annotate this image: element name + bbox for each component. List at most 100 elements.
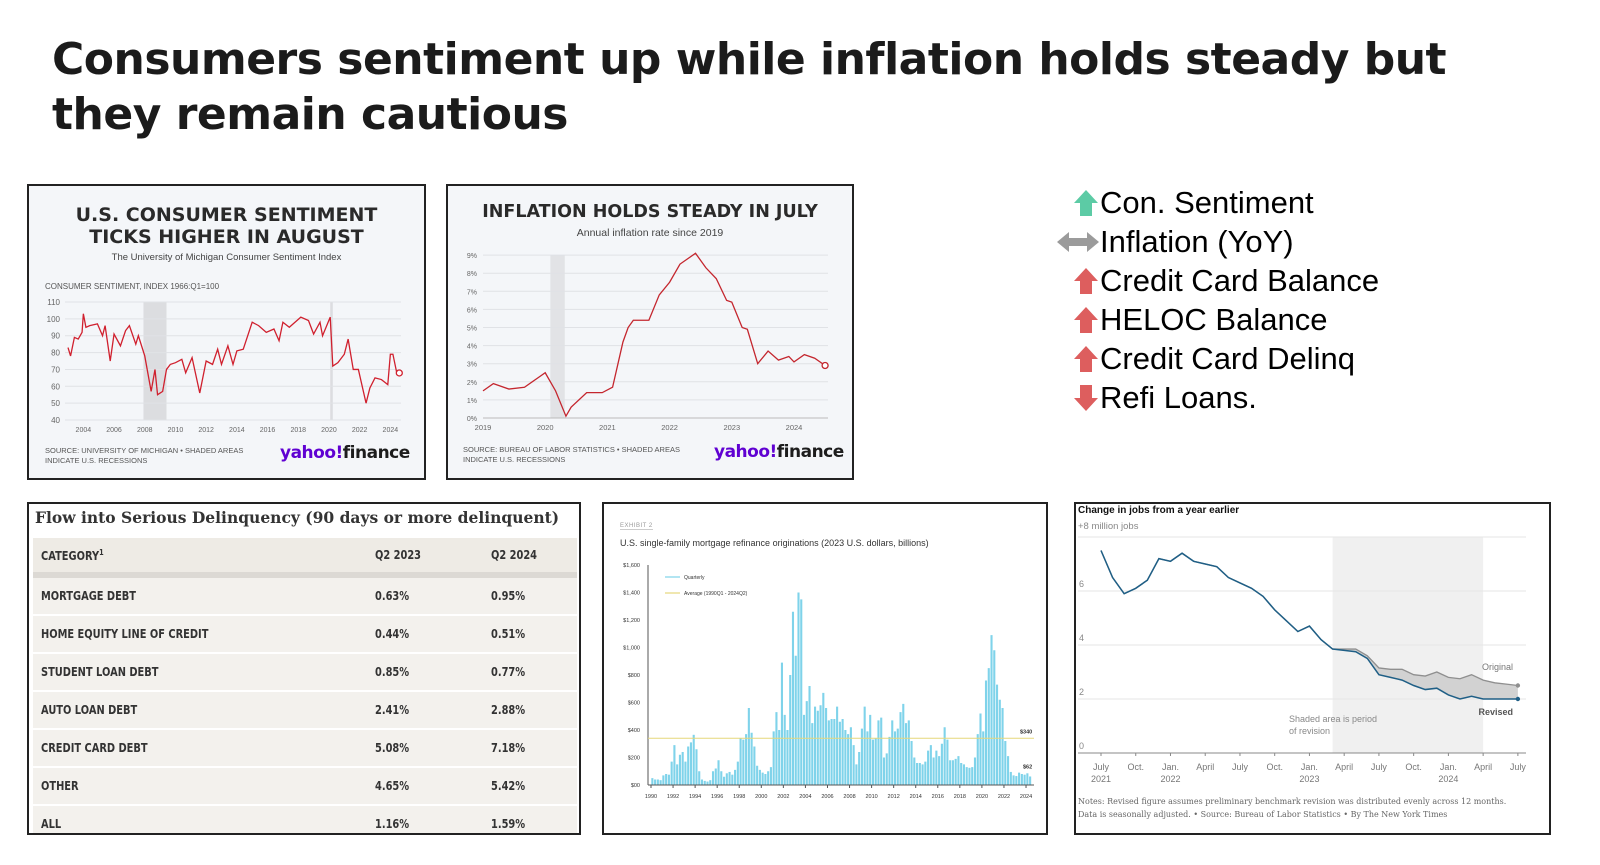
- table-header-row: CATEGORY1 Q2 2023 Q2 2024: [33, 538, 577, 578]
- quarterly-bar: [910, 741, 913, 785]
- table-cell: CREDIT CARD DEBT: [33, 729, 367, 768]
- y-tick-label: 1%: [467, 398, 477, 405]
- column-header-category: CATEGORY1: [33, 538, 367, 578]
- arrow-up-icon: [1074, 267, 1098, 294]
- y-tick-label: $1,200: [623, 618, 640, 624]
- arrow-up-icon: [1074, 345, 1098, 372]
- sentiment-plot: 40 50 60 70 80 90 100 110 2004 2006 2008 2010 2012 20…: [47, 298, 403, 434]
- x-tick-label: 1998: [733, 794, 745, 800]
- quarterly-bar: [722, 776, 726, 785]
- quarterly-bar: [742, 739, 745, 785]
- table-cell: 0.85%: [367, 653, 483, 692]
- table-row: OTHER 4.65% 5.42%: [33, 767, 577, 806]
- quarterly-bar: [695, 749, 698, 785]
- quarterly-bar: [949, 760, 952, 785]
- header-label: Q2 2023: [375, 548, 422, 562]
- summary-item: HELOC Balance: [1056, 300, 1379, 339]
- cell-text: 0.63%: [375, 589, 410, 603]
- quarterly-bar: [717, 760, 720, 785]
- x-tick-label: July: [1093, 762, 1110, 772]
- y-tick-label: $400: [628, 728, 640, 734]
- y-tick-label: 0%: [467, 416, 477, 423]
- sentiment-line: [67, 313, 400, 404]
- x-tick-label: 1996: [711, 794, 723, 800]
- quarterly-bar: [1007, 756, 1010, 785]
- quarterly-bar: [822, 692, 825, 785]
- quarterly-bar: [984, 680, 988, 785]
- jobs-change-chart: Change in jobs from a year earlier +8 mi…: [1074, 502, 1551, 835]
- quarterly-bar: [844, 730, 847, 785]
- quarterly-bar: [797, 592, 800, 785]
- quarterly-bar: [819, 705, 822, 785]
- revised-label: Revised: [1478, 707, 1513, 717]
- column-header-q2-2024: Q2 2024: [483, 538, 577, 578]
- quarterly-bar: [758, 769, 761, 785]
- quarterly-bar: [780, 662, 784, 785]
- quarterly-bar: [811, 723, 814, 785]
- quarterly-bar: [943, 727, 946, 785]
- quarterly-bar: [739, 738, 742, 785]
- quarterly-bar: [706, 781, 709, 785]
- delinquency-table-panel: Flow into Serious Delinquency (90 days o…: [27, 502, 581, 835]
- quarterly-bar: [921, 764, 924, 785]
- x-tick-label: 2006: [821, 794, 833, 800]
- quarterly-bar: [902, 703, 905, 785]
- x-tick-label: Oct.: [1266, 762, 1283, 772]
- quarterly-bar: [885, 753, 888, 785]
- quarterly-bar: [976, 734, 979, 785]
- consumer-sentiment-chart: U.S. CONSUMER SENTIMENT TICKS HIGHER IN …: [27, 184, 426, 480]
- table-cell: 5.42%: [483, 767, 577, 806]
- y-tick-label: 90: [51, 332, 60, 341]
- cell-text: 0.44%: [375, 627, 410, 641]
- quarterly-bar: [899, 712, 902, 785]
- quarterly-bar: [736, 761, 739, 785]
- quarterly-bar: [662, 775, 665, 785]
- quarterly-bar: [882, 757, 886, 785]
- quarterly-bar: [907, 720, 910, 785]
- quarterly-bar: [703, 780, 706, 785]
- summary-item: Credit Card Delinq: [1056, 339, 1379, 378]
- table-title: Flow into Serious Delinquency (90 days o…: [35, 508, 560, 527]
- x-tick-label: 2000: [755, 794, 767, 800]
- x-tick-label: 2006: [106, 427, 122, 434]
- chart-subtitle: The University of Michigan Consumer Sent…: [111, 252, 342, 263]
- quarterly-bar: [714, 768, 717, 785]
- quarterly-bar: [659, 780, 662, 785]
- quarterly-bar: [725, 773, 728, 785]
- cell-text: 4.65%: [375, 779, 410, 793]
- table-cell: 0.44%: [367, 615, 483, 654]
- y-tick-label: 100: [47, 315, 61, 324]
- latest-value-label: $62: [1023, 764, 1032, 770]
- quarterly-bar: [756, 765, 759, 785]
- table-cell: 2.41%: [367, 691, 483, 730]
- x-tick-label: 2019: [475, 423, 492, 432]
- quarterly-bar: [761, 772, 764, 785]
- x-tick-year: 2021: [1091, 774, 1111, 784]
- x-tick-year: 2022: [1160, 774, 1180, 784]
- x-tick-label: April: [1335, 762, 1353, 772]
- quarterly-bar: [750, 732, 753, 785]
- quarterly-bar: [1026, 773, 1029, 785]
- quarterly-bar: [665, 774, 668, 785]
- quarterly-bar: [929, 745, 932, 785]
- quarterly-bar: [888, 736, 891, 785]
- cell-text: 7.18%: [491, 741, 526, 755]
- quarterly-bar: [896, 728, 899, 785]
- quarterly-bar: [847, 734, 850, 785]
- quarterly-bar: [973, 757, 977, 785]
- quarterly-bar: [940, 743, 943, 785]
- y-tick-label: $1,000: [623, 646, 640, 652]
- table-row: STUDENT LOAN DEBT 0.85% 0.77%: [33, 653, 577, 692]
- quarterly-bar: [1012, 775, 1015, 785]
- quarterly-bar: [998, 699, 1001, 785]
- table-cell: ALL: [33, 805, 367, 833]
- quarterly-bar: [813, 706, 817, 785]
- quarterly-bar: [778, 730, 781, 785]
- legend-label: Quarterly: [684, 575, 705, 581]
- quarterly-bar: [995, 684, 999, 785]
- cell-text: HOME EQUITY LINE OF CREDIT: [41, 627, 209, 641]
- x-tick-label: Jan.: [1162, 762, 1179, 772]
- quarterly-bar: [855, 764, 858, 785]
- quarterly-bar: [731, 774, 734, 785]
- quarterly-bar: [700, 779, 704, 785]
